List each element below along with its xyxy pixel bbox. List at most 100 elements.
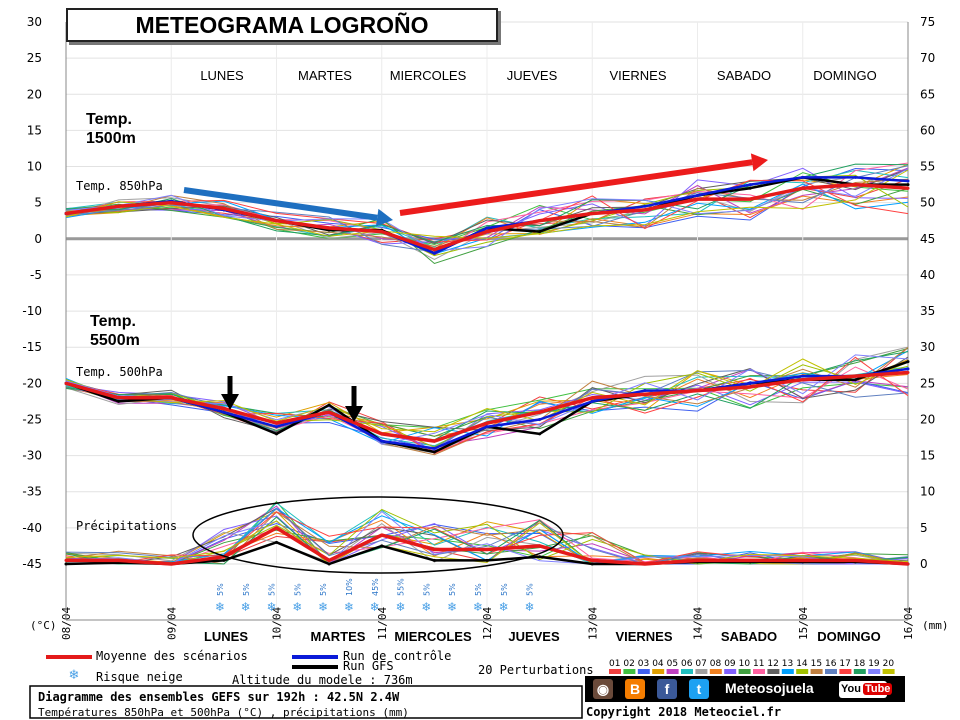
y-tick-right: 10	[920, 485, 935, 499]
y-tick-left: -45	[22, 557, 42, 571]
y-tick-right: 55	[920, 160, 935, 174]
y-tick-left: 0	[34, 232, 42, 246]
legend-pert-number: 08	[710, 659, 722, 669]
day-label-top: LUNES	[200, 68, 244, 83]
series-precip-point	[64, 562, 68, 566]
black-arrow-martes-head	[345, 406, 363, 422]
series-500-point	[643, 389, 647, 393]
legend-pert-swatch	[825, 669, 837, 674]
series-500-point	[380, 439, 384, 443]
legend-pert-swatch	[623, 669, 636, 674]
y-tick-right: 35	[920, 304, 935, 318]
twitter-icon[interactable]: t	[689, 679, 709, 699]
series-precip-point	[906, 562, 910, 566]
series-850-point	[485, 230, 489, 234]
footer-line1: Diagramme des ensembles GEFS sur 192h : …	[38, 690, 400, 704]
perturbation-line-850	[65, 195, 909, 250]
perturbation-line-500	[65, 369, 909, 449]
y-tick-left: -10	[22, 304, 42, 318]
series-850-point	[64, 212, 68, 216]
y-tick-right: 45	[920, 232, 935, 246]
series-500-point	[169, 396, 173, 400]
legend-pert-number: 20	[883, 659, 895, 669]
snowflake-icon: ❄	[292, 600, 302, 614]
legend-pert-swatch	[652, 669, 665, 674]
series-500-point	[275, 425, 278, 429]
y-tick-left: 10	[27, 160, 42, 174]
blue-trend-arrow	[183, 187, 393, 227]
perturbation-line-500	[65, 354, 909, 445]
series-500-point	[801, 378, 805, 382]
snowflake-icon: ❄	[499, 600, 509, 614]
snowflake-icon: ❄	[396, 600, 406, 614]
day-label-bottom: DOMINGO	[817, 629, 881, 644]
series-850-point	[327, 226, 331, 230]
facebook-icon[interactable]: f	[657, 679, 677, 699]
footer-copyright: Copyright 2018 Meteociel.fr	[586, 705, 781, 719]
series-850-point	[485, 226, 489, 230]
legend-pert-swatch	[709, 669, 722, 674]
legend-pert-number: 11	[753, 659, 764, 669]
series-500-point	[275, 421, 278, 425]
snow-risk-percent: 5%	[422, 583, 431, 596]
blogger-icon[interactable]: B	[625, 679, 645, 699]
series-850-point	[590, 212, 594, 216]
legend-pert-number: 09	[724, 659, 736, 669]
x-date-label: 11/04	[376, 607, 389, 640]
series-850-point	[748, 197, 752, 201]
series-precip-point	[696, 558, 699, 562]
legend-pert-swatch	[767, 669, 780, 674]
day-label-bottom: VIERNES	[615, 629, 672, 644]
series-850-point	[906, 183, 910, 187]
series-precip-point	[169, 562, 173, 566]
day-label-top: DOMINGO	[813, 68, 877, 83]
snow-risk-percent: 5%	[216, 583, 225, 596]
series-850-point	[853, 175, 857, 179]
legend-snow-icon: ❄	[69, 668, 80, 683]
youtube-tube-label: Tube	[862, 683, 893, 695]
y-tick-right: 30	[920, 340, 935, 354]
series-500-point	[432, 446, 436, 450]
series-500-point	[432, 450, 436, 454]
day-label-top: MIERCOLES	[390, 68, 467, 83]
series-500-point	[380, 432, 384, 436]
snow-risk-percent: 5%	[526, 583, 535, 596]
legend-pert-swatch	[609, 669, 621, 674]
series-500-point	[538, 417, 542, 421]
snow-risk-percent: 5%	[242, 583, 251, 596]
y-tick-left: 25	[27, 51, 42, 65]
youtube-icon[interactable]: You Tube	[839, 681, 893, 698]
snow-risk-percent: 45%	[371, 578, 380, 596]
perturbation-line-500	[65, 358, 909, 433]
day-label-bottom: MIERCOLES	[394, 629, 472, 644]
day-label-top: JUEVES	[507, 68, 558, 83]
annotation-temp1500-line2: 1500m	[86, 130, 136, 147]
x-date-label: 09/04	[165, 607, 178, 640]
series-850-point	[222, 206, 226, 210]
legend-pert-swatch	[882, 669, 895, 674]
series-850-point	[275, 219, 278, 223]
annotation-temp1500-line1: Temp.	[86, 111, 132, 128]
series-850-point	[432, 248, 436, 252]
series-500-point	[432, 439, 436, 443]
perturbation-line-850	[65, 169, 909, 239]
series-850-point	[696, 193, 699, 197]
series-850-point	[538, 230, 542, 234]
series-850-point	[748, 186, 752, 190]
series-850-point	[906, 179, 910, 183]
series-precip-point	[801, 558, 805, 562]
blue-trend-arrow-shaft	[183, 187, 378, 221]
series-500-point	[538, 432, 542, 436]
series-precip-point	[327, 562, 331, 566]
legend-pert-number: 12	[767, 659, 778, 669]
instagram-icon[interactable]: ◉	[593, 679, 613, 699]
snow-risk-percent: 5%	[293, 583, 302, 596]
x-date-label: 12/04	[481, 607, 494, 640]
legend-pert-number: 06	[681, 659, 693, 669]
black-arrow-lunes	[221, 376, 239, 410]
black-arrow-lunes-head	[221, 394, 239, 410]
x-date-label: 10/04	[271, 607, 284, 640]
series-850-point	[117, 204, 121, 208]
series-500-point	[748, 385, 752, 389]
y-tick-right: 20	[920, 412, 935, 426]
